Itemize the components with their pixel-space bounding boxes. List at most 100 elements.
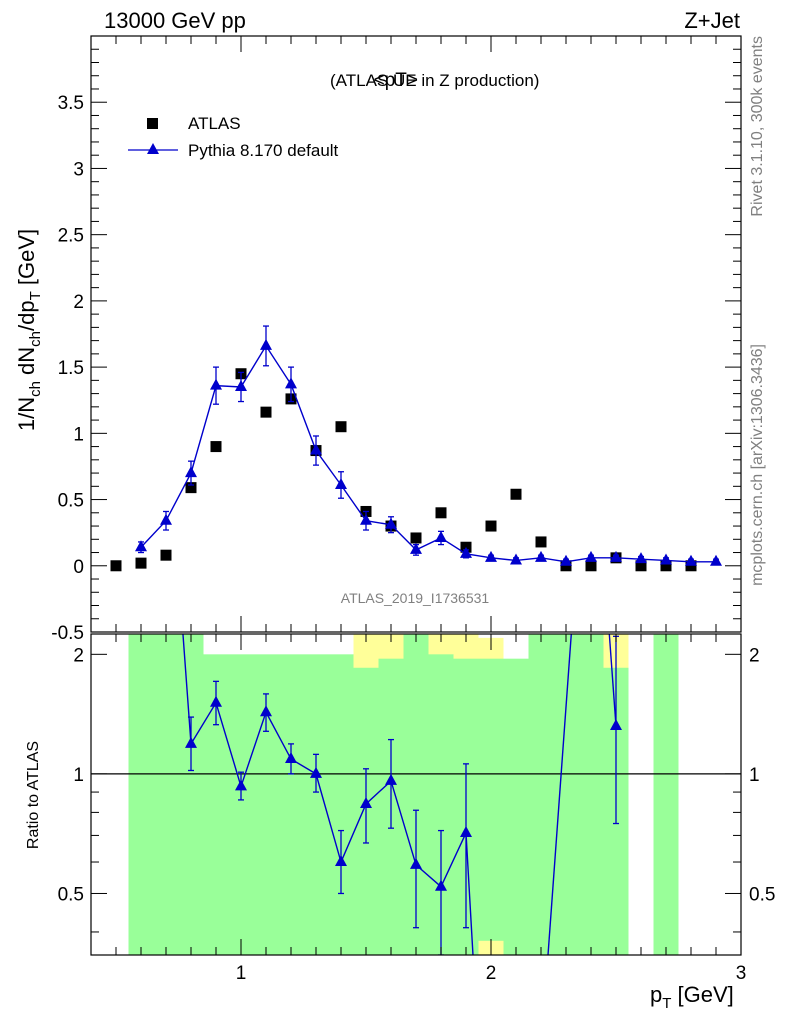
ratio-point-marker: [360, 796, 372, 808]
atlas-data-point: [435, 507, 447, 519]
y-tick-label: 2.5: [58, 226, 84, 247]
ratio-point-marker: [260, 705, 272, 717]
uncertainty-band-inner: [303, 654, 329, 955]
mcplots-label: mcplots.cern.ch [arXiv:1306.3436]: [749, 344, 766, 586]
atlas-data-point: [160, 549, 172, 561]
y-tick-label: 1.5: [58, 358, 84, 379]
mc-point-marker: [410, 542, 422, 554]
x-axis-label: pT [GeV]: [650, 982, 734, 1012]
header-left: 13000 GeV pp: [104, 8, 246, 33]
ratio-point-marker: [235, 779, 247, 791]
x-tick-label: 3: [736, 963, 747, 984]
ratio-y-tick-label: 0.5: [58, 884, 84, 905]
ratio-plot-area: 0.5 0.5 1 1 2 2 1 2 3: [58, 36, 775, 984]
legend-mc-marker: [147, 143, 159, 154]
main-series: [110, 325, 722, 572]
ratio-point-marker: [435, 879, 447, 891]
mc-point-marker: [235, 379, 247, 391]
x-ticks: 1 2 3: [90, 36, 747, 984]
ratio-point-marker: [210, 695, 222, 707]
ylabel-part: 1/N: [14, 397, 39, 431]
mc-point-marker: [635, 552, 647, 564]
legend-atlas-marker: [147, 118, 158, 129]
ratio-y-tick-label: 2: [73, 645, 84, 666]
mc-point-marker: [360, 513, 372, 525]
atlas-data-point: [660, 560, 672, 572]
main-y-axis-label: 1/Nch dNch/dpT [GeV]: [14, 229, 44, 431]
x-tick-label: 1: [236, 963, 247, 984]
atlas-data-point: [635, 560, 647, 572]
ratio-mc-line-segment: [547, 634, 572, 955]
uncertainty-band-inner: [553, 634, 579, 955]
mc-point-marker: [135, 540, 147, 552]
ratio-point-marker: [460, 825, 472, 837]
plot-subtitle: (ATLAS UE in Z production): [330, 71, 539, 90]
ratio-mc-line-segment: [608, 634, 617, 727]
ratio-y-tick-label-right: 0.5: [749, 884, 775, 905]
ratio-series: [182, 634, 622, 955]
ratio-mc-line: [182, 634, 474, 955]
mc-point-marker: [535, 550, 547, 562]
y-tick-label: 0.5: [58, 491, 84, 512]
ratio-y-tick-label: 1: [73, 765, 84, 786]
legend-mc-label: Pythia 8.170 default: [188, 141, 339, 160]
atlas-data-point: [485, 520, 497, 532]
uncertainty-band-inner: [578, 634, 604, 955]
atlas-data-point: [410, 532, 422, 544]
y-tick-label: 1: [73, 424, 84, 445]
mc-point-marker: [160, 513, 172, 525]
uncertainty-band-inner: [128, 634, 154, 955]
mc-point-marker: [660, 553, 672, 565]
uncertainty-band-inner: [528, 634, 554, 955]
mc-point-marker: [585, 550, 597, 562]
mc-point-marker: [485, 550, 497, 562]
uncertainty-band-inner: [153, 634, 179, 955]
mc-point-marker: [460, 546, 472, 558]
atlas-data-point: [510, 488, 522, 500]
ratio-point-marker: [610, 718, 622, 730]
y-tick-label: 3: [73, 159, 84, 180]
mc-point-marker: [285, 377, 297, 389]
mc-point-marker: [610, 550, 622, 562]
y-tick-label: -0.5: [51, 623, 84, 644]
mc-point-marker: [210, 378, 222, 390]
uncertainty-band-inner: [328, 654, 354, 955]
ratio-point-marker: [310, 766, 322, 778]
mc-point-marker: [685, 554, 697, 566]
uncertainty-band-inner: [178, 634, 204, 955]
plot-title: <pT>: [374, 70, 418, 91]
atlas-data-point: [260, 406, 272, 418]
uncertainty-band-inner: [478, 658, 504, 941]
watermark: ATLAS_2019_I1736531: [341, 590, 490, 606]
legend-atlas-label: ATLAS: [188, 114, 241, 133]
rivet-label: Rivet 3.1.10, 300k events: [749, 36, 766, 217]
ratio-point-marker: [410, 857, 422, 869]
atlas-data-point: [335, 421, 347, 433]
ratio-bands: [128, 634, 679, 955]
atlas-data-point: [135, 557, 147, 569]
header-right: Z+Jet: [684, 8, 740, 33]
mc-point-marker: [710, 554, 722, 566]
y-tick-label: 0: [73, 557, 84, 578]
ratio-point-marker: [285, 752, 297, 764]
ratio-y-ticks: 0.5 0.5 1 1 2 2: [58, 645, 775, 933]
mc-point-marker: [335, 477, 347, 489]
ratio-point-marker: [385, 773, 397, 785]
uncertainty-band-inner: [228, 654, 254, 955]
main-y-ticks: -0.5 0 0.5 1 1.5 2 2.5 3 3.5: [51, 48, 741, 644]
atlas-data-point: [535, 536, 547, 548]
y-tick-label: 3.5: [58, 93, 84, 114]
mc-point-marker: [385, 517, 397, 529]
mc-point-marker: [435, 530, 447, 542]
atlas-data-point: [585, 560, 597, 572]
ratio-y-tick-label-right: 2: [749, 645, 760, 666]
ratio-y-tick-label-right: 1: [749, 765, 760, 786]
uncertainty-band-inner: [503, 658, 529, 955]
atlas-data-point: [210, 441, 222, 453]
legend: ATLAS Pythia 8.170 default: [128, 114, 339, 160]
atlas-data-point: [110, 560, 122, 572]
uncertainty-band-inner: [653, 634, 679, 955]
mc-point-marker: [510, 553, 522, 565]
mc-point-marker: [185, 466, 197, 478]
